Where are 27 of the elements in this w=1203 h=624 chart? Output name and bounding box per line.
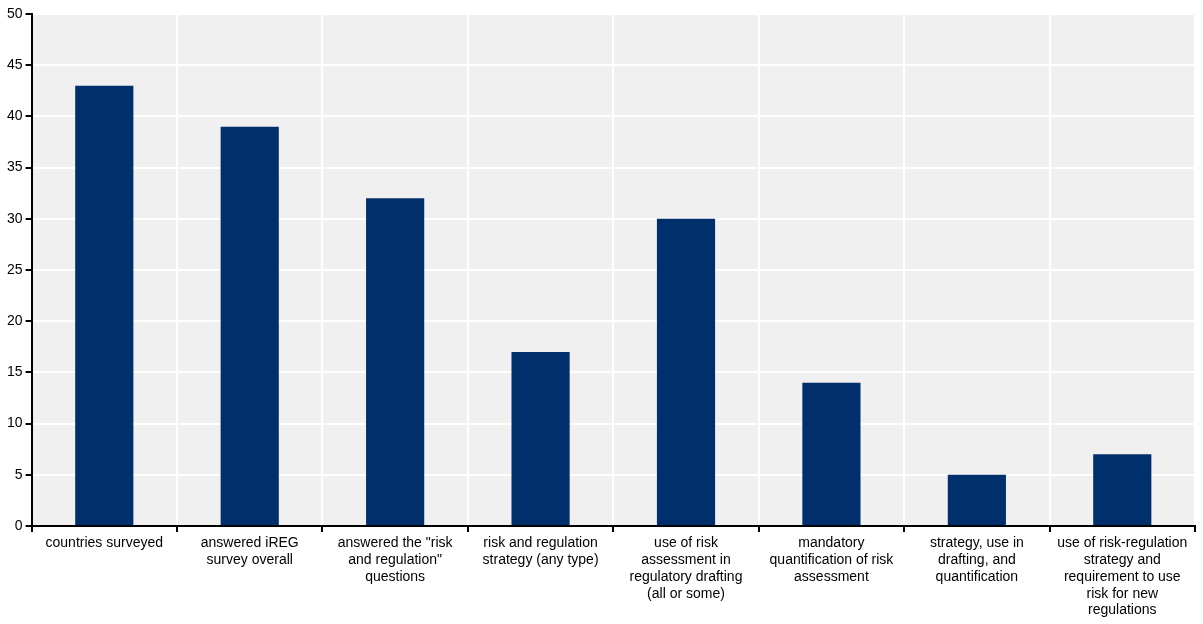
x-tick-label: countries surveyed (45, 534, 164, 551)
y-tick-label: 30 (6, 209, 23, 226)
x-tick-label: use of risk-regulation strategy and requirement to use risk for new regulations (1057, 534, 1188, 618)
y-tick-label: 20 (6, 312, 23, 329)
bar (947, 474, 1006, 525)
bar (220, 126, 279, 525)
bar (366, 198, 425, 525)
x-tick-label: answered iREG survey overall (200, 534, 299, 568)
x-tick-label: answered the "risk and regulation" questions (337, 534, 454, 584)
x-tick-label: strategy, use in drafting, and quantification (929, 534, 1024, 584)
bar (656, 218, 716, 525)
y-tick-label: 25 (6, 260, 23, 277)
bar (511, 351, 570, 525)
bar (1093, 454, 1152, 525)
bar (802, 382, 861, 525)
y-tick-label: 0 (14, 516, 23, 533)
y-tick-label: 15 (6, 363, 23, 380)
y-tick-label: 10 (6, 414, 23, 431)
y-tick-label: 50 (6, 4, 23, 21)
x-tick-label: mandatory quantification of risk assessment (769, 534, 895, 584)
y-tick-label: 5 (14, 465, 23, 482)
y-tick-label: 35 (6, 158, 23, 175)
bar (75, 85, 134, 525)
x-tick-label: risk and regulation strategy (any type) (482, 534, 599, 568)
x-tick-label: use of risk assessment in regulatory drafting (all or some) (629, 534, 743, 601)
y-tick-label: 45 (6, 56, 23, 73)
y-tick-label: 40 (6, 107, 23, 124)
